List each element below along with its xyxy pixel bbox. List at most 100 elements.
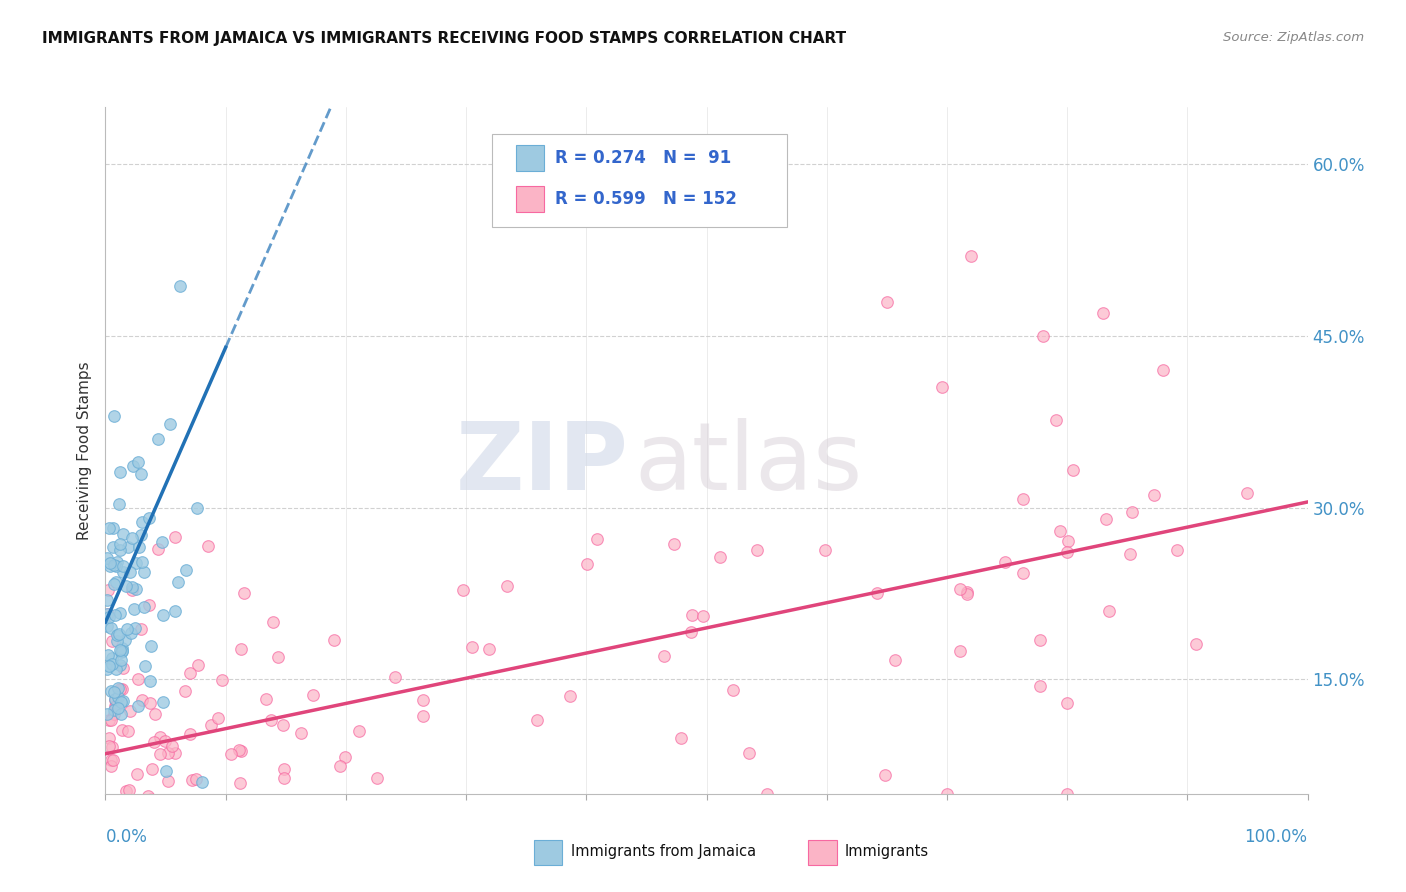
Point — [186, 500, 208, 515]
Point — [700, 821, 723, 835]
Point — [127, 698, 149, 713]
Point — [681, 608, 703, 623]
Point — [184, 821, 207, 835]
Point — [96, 706, 118, 721]
Point — [149, 731, 172, 745]
Point — [186, 772, 208, 787]
Point — [1062, 463, 1084, 477]
Point — [112, 694, 135, 708]
Point — [111, 682, 134, 697]
Point — [219, 747, 242, 761]
Point — [412, 692, 434, 706]
Point — [107, 690, 129, 705]
Point — [478, 641, 501, 656]
Point — [228, 743, 250, 757]
Point — [105, 801, 128, 815]
Point — [114, 632, 136, 647]
Point — [1185, 637, 1208, 651]
Point — [110, 465, 132, 479]
Point — [105, 558, 128, 573]
Point — [1056, 787, 1078, 801]
Point — [104, 699, 127, 714]
Point — [347, 724, 370, 739]
Point — [662, 536, 685, 550]
Point — [107, 701, 129, 715]
Point — [98, 714, 121, 728]
Point — [461, 640, 484, 654]
Point — [1152, 363, 1174, 377]
Point — [290, 726, 312, 740]
Point — [149, 747, 172, 761]
Point — [152, 534, 174, 549]
Point — [98, 556, 121, 570]
Point — [122, 602, 145, 616]
Point — [866, 586, 889, 600]
Point — [138, 673, 160, 688]
Point — [231, 743, 253, 757]
Point — [111, 643, 134, 657]
Point — [709, 550, 731, 565]
Point — [98, 559, 121, 574]
Point — [931, 380, 953, 394]
Point — [101, 633, 124, 648]
Point — [560, 689, 582, 703]
Point — [112, 559, 135, 574]
Point — [156, 747, 179, 761]
Point — [101, 657, 124, 672]
Point — [1092, 306, 1115, 320]
Text: 100.0%: 100.0% — [1244, 828, 1308, 847]
Point — [103, 703, 125, 717]
Point — [100, 758, 122, 772]
Point — [131, 555, 153, 569]
Point — [1143, 488, 1166, 502]
Point — [173, 821, 195, 835]
Point — [153, 809, 176, 823]
Point — [1094, 512, 1116, 526]
Point — [152, 607, 174, 622]
Point — [103, 577, 125, 591]
Point — [98, 821, 121, 835]
Point — [333, 749, 356, 764]
Point — [125, 556, 148, 570]
Point — [949, 644, 972, 658]
Point — [118, 821, 141, 835]
Point — [100, 684, 122, 698]
Point — [1236, 486, 1258, 500]
Point — [134, 600, 156, 615]
Point — [96, 592, 118, 607]
Point — [115, 784, 138, 798]
Point — [153, 733, 176, 747]
Point — [179, 665, 201, 680]
Point — [97, 607, 120, 621]
Point — [143, 735, 166, 749]
Point — [138, 510, 160, 524]
Point — [103, 684, 125, 698]
Point — [1056, 545, 1078, 559]
Point — [122, 821, 145, 835]
Point — [100, 650, 122, 665]
Point — [110, 653, 132, 667]
Point — [1032, 329, 1054, 343]
Point — [128, 540, 150, 554]
Point — [681, 625, 703, 640]
Point — [496, 579, 519, 593]
Point — [129, 528, 152, 542]
Point — [108, 537, 131, 551]
Point — [141, 763, 163, 777]
Point — [254, 692, 277, 706]
Point — [118, 566, 141, 580]
Point — [207, 711, 229, 725]
Point — [111, 723, 134, 737]
Text: R = 0.274   N =  91: R = 0.274 N = 91 — [555, 149, 731, 167]
Point — [273, 771, 295, 785]
Point — [671, 731, 693, 745]
Point — [260, 714, 283, 728]
Point — [115, 821, 138, 835]
Point — [956, 587, 979, 601]
Point — [139, 792, 162, 806]
Point — [103, 707, 125, 722]
Point — [451, 583, 474, 598]
Point — [1028, 679, 1050, 693]
Point — [108, 681, 131, 696]
Point — [100, 621, 122, 635]
